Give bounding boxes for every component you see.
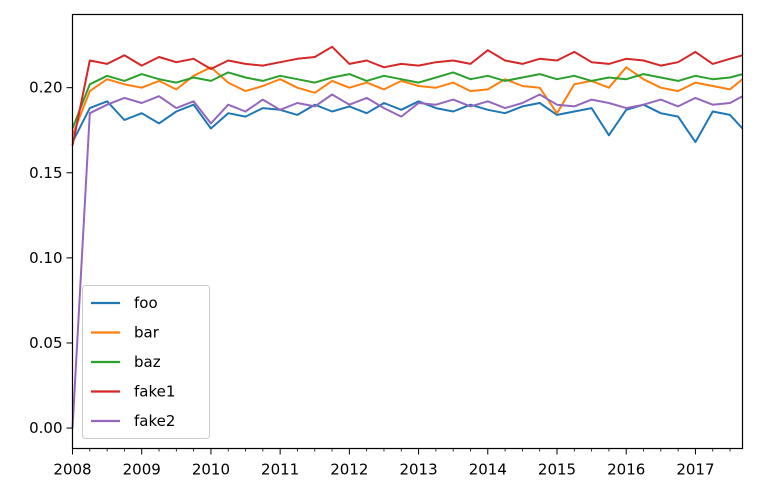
- x-tick-label: 2009: [123, 461, 161, 479]
- y-tick-label: 0.05: [29, 334, 62, 352]
- series-line-fake2: [71, 93, 743, 429]
- x-tick-label: 2008: [53, 461, 91, 479]
- legend: foo bar baz fake1 fake2: [82, 285, 210, 439]
- series-line-fake1: [71, 45, 743, 146]
- y-tick-label: 0.00: [29, 419, 62, 437]
- x-tick-label: 2012: [330, 461, 368, 479]
- y-tick-label: 0.10: [29, 249, 62, 267]
- x-tick-label: 2011: [261, 461, 299, 479]
- series-line-baz: [71, 71, 743, 129]
- x-tick-label: 2014: [469, 461, 507, 479]
- plot-lines: [71, 45, 744, 429]
- legend-label-fake1: fake1: [134, 383, 175, 401]
- plot-frame: [71, 13, 744, 450]
- legend-label-foo: foo: [134, 294, 158, 312]
- x-tick-label: 2015: [538, 461, 576, 479]
- series-line-bar: [71, 66, 744, 136]
- x-axis: 2008 2009 2010 2011 2012 2013 2014 2015 2016 2017: [53, 448, 731, 479]
- x-tick-label: 2017: [676, 461, 714, 479]
- x-tick-label: 2010: [192, 461, 230, 479]
- x-tick-label: 2016: [607, 461, 645, 479]
- legend-label-fake2: fake2: [134, 412, 175, 430]
- y-axis: 0.00 0.05 0.10 0.15 0.20: [29, 79, 73, 437]
- series-line-foo: [71, 100, 744, 144]
- y-tick-label: 0.20: [29, 79, 62, 97]
- legend-label-baz: baz: [134, 353, 161, 371]
- x-tick-label: 2013: [399, 461, 437, 479]
- y-tick-label: 0.15: [29, 164, 62, 182]
- legend-label-bar: bar: [134, 324, 160, 342]
- legend-box: [82, 285, 210, 439]
